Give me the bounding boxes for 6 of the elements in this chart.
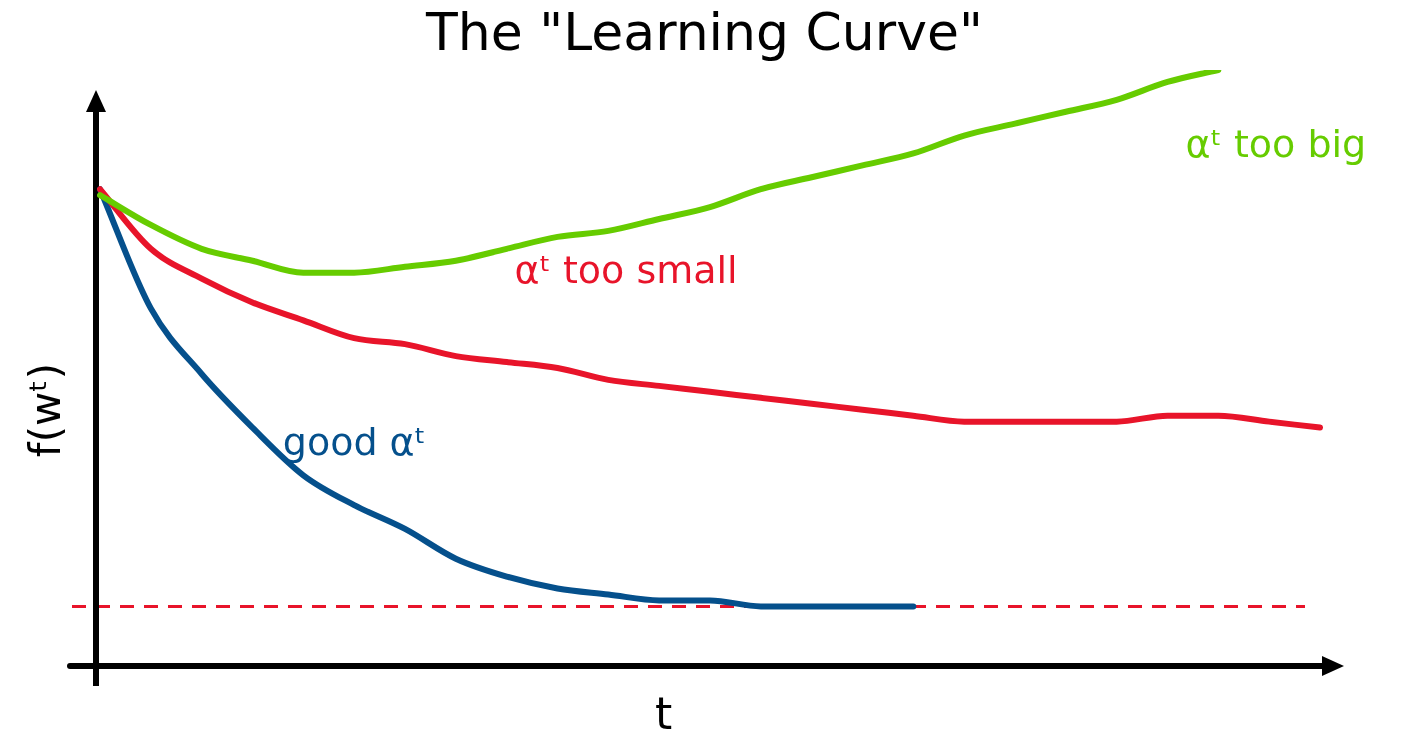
x-axis-title: t [655, 688, 673, 739]
annotation: good αᵗ [282, 420, 426, 465]
annotation: αᵗ too big [1185, 122, 1367, 167]
y-axis-title: f(wᵗ) [20, 362, 70, 458]
chart-title: The "Learning Curve" [424, 1, 984, 64]
annotation: αᵗ too small [514, 247, 738, 292]
